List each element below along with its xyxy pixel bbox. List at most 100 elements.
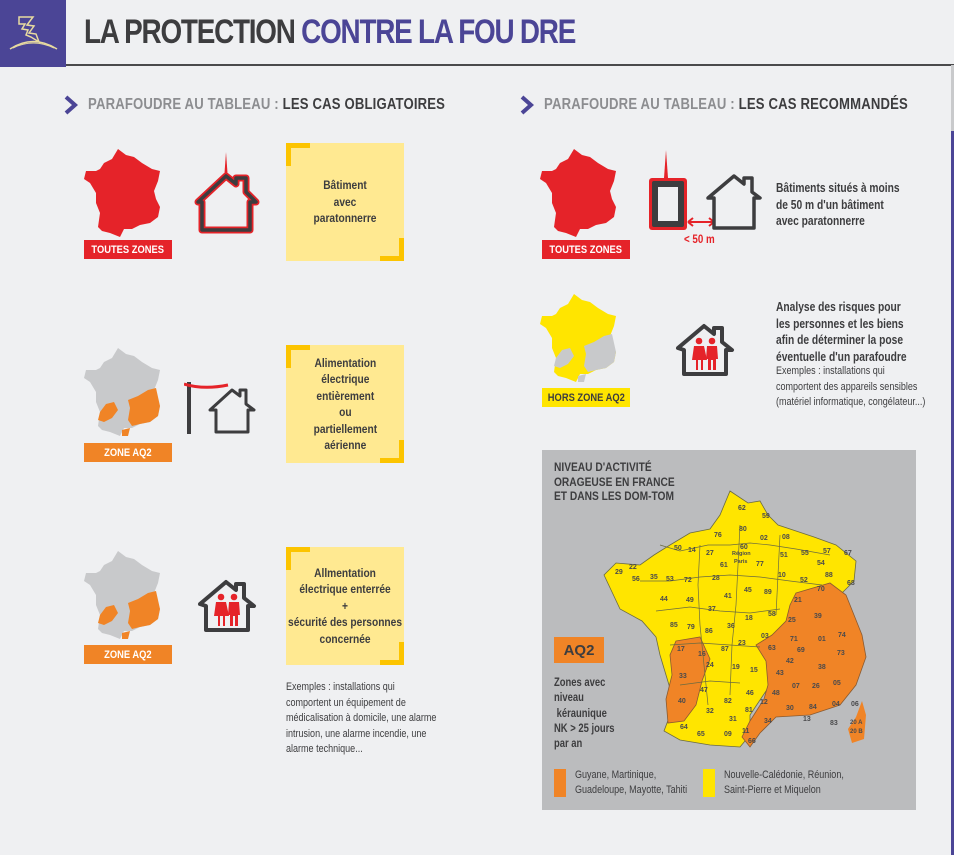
- svg-text:16: 16: [698, 651, 706, 658]
- zone-badge: ZONE AQ2: [84, 443, 172, 462]
- svg-text:43: 43: [776, 670, 784, 677]
- svg-text:74: 74: [838, 632, 846, 639]
- examples-text: Exemples : installations qui comportent …: [776, 365, 926, 408]
- svg-text:60: 60: [740, 544, 748, 551]
- france-departments-map: 62 59 80 02 08 76 60 50 14 27 Région Paris 77 51 55…: [603, 490, 867, 748]
- svg-text:67: 67: [844, 550, 852, 557]
- france-map-aq2-icon: [84, 551, 160, 639]
- svg-text:69: 69: [797, 647, 805, 654]
- zone-badge: HORS ZONE AQ2: [542, 388, 630, 407]
- svg-text:33: 33: [679, 673, 687, 680]
- svg-text:65: 65: [697, 731, 705, 738]
- overhead-power-line-house-icon: [184, 382, 256, 434]
- svg-text:22: 22: [629, 564, 637, 571]
- lightning-icon: [9, 16, 58, 50]
- svg-text:25: 25: [788, 617, 796, 624]
- svg-text:46: 46: [746, 690, 754, 697]
- svg-text:86: 86: [705, 628, 713, 635]
- svg-text:36: 36: [727, 623, 735, 630]
- svg-text:40: 40: [678, 698, 686, 705]
- legend-swatch-orange: [554, 769, 566, 797]
- svg-text:61: 61: [720, 562, 728, 569]
- legend-text-orange: Guyane, Martinique, Guadeloupe, Mayotte,…: [575, 769, 688, 796]
- svg-text:83: 83: [830, 720, 838, 727]
- legend-swatch-yellow: [703, 769, 715, 797]
- svg-text:77: 77: [756, 561, 764, 568]
- zone-badge: TOUTES ZONES: [542, 240, 630, 259]
- zone-badge: TOUTES ZONES: [84, 240, 172, 259]
- svg-text:08: 08: [782, 534, 790, 541]
- svg-text:73: 73: [837, 650, 845, 657]
- svg-text:84: 84: [809, 704, 817, 711]
- section-heading-mandatory: PARAFOUDRE AU TABLEAU : LES CAS OBLIGATO…: [88, 96, 445, 114]
- svg-text:71: 71: [790, 636, 798, 643]
- svg-text:56: 56: [632, 576, 640, 583]
- case-text: Bâtiments situés à moins de 50 m d'un bâ…: [776, 181, 900, 228]
- heading-main: LES CAS OBLIGATOIRES: [282, 96, 446, 113]
- svg-text:59: 59: [762, 513, 770, 520]
- svg-text:79: 79: [687, 624, 695, 631]
- svg-text:13: 13: [803, 716, 811, 723]
- svg-text:28: 28: [712, 575, 720, 582]
- zone-badge: ZONE AQ2: [84, 645, 172, 664]
- page-title: LA PROTECTION CONTRE LA FOU DRE: [84, 10, 576, 54]
- heading-main: LES CAS RECOMMANDÉS: [738, 96, 908, 113]
- svg-text:37: 37: [708, 606, 716, 613]
- svg-text:20 A: 20 A: [850, 720, 863, 726]
- svg-text:51: 51: [780, 552, 788, 559]
- heading-prefix: PARAFOUDRE AU TABLEAU :: [544, 96, 735, 113]
- svg-text:45: 45: [744, 587, 752, 594]
- svg-text:27: 27: [706, 550, 714, 557]
- france-map-aq2-icon: [84, 348, 160, 436]
- svg-text:38: 38: [818, 664, 826, 671]
- svg-text:53: 53: [666, 576, 674, 583]
- svg-text:23: 23: [738, 640, 746, 647]
- svg-text:03: 03: [761, 633, 769, 640]
- svg-text:31: 31: [729, 716, 737, 723]
- svg-text:41: 41: [724, 593, 732, 600]
- svg-text:02: 02: [760, 535, 768, 542]
- svg-text:Paris: Paris: [734, 559, 747, 565]
- svg-text:50: 50: [674, 545, 682, 552]
- aq2-description: Zones avec niveau kéraunique NK > 25 jou…: [554, 677, 615, 751]
- svg-text:19: 19: [732, 664, 740, 671]
- svg-text:11: 11: [742, 728, 750, 735]
- distance-label: < 50 m: [684, 234, 715, 246]
- svg-text:07: 07: [792, 683, 800, 690]
- title-rule: [66, 64, 954, 66]
- case-note-2: Alimentation électrique entièrement ou p…: [286, 345, 404, 463]
- svg-text:15: 15: [750, 667, 758, 674]
- svg-text:68: 68: [847, 580, 855, 587]
- svg-text:72: 72: [684, 577, 692, 584]
- svg-text:26: 26: [812, 683, 820, 690]
- svg-text:Région: Région: [732, 551, 751, 557]
- aq2-label: AQ2: [554, 637, 604, 663]
- svg-text:48: 48: [772, 690, 780, 697]
- svg-text:81: 81: [745, 707, 753, 714]
- svg-text:63: 63: [768, 645, 776, 652]
- svg-text:05: 05: [833, 680, 841, 687]
- section-heading-recommended: PARAFOUDRE AU TABLEAU : LES CAS RECOMMAN…: [544, 96, 908, 114]
- svg-text:82: 82: [724, 698, 732, 705]
- svg-text:70: 70: [817, 586, 825, 593]
- svg-text:57: 57: [823, 548, 831, 555]
- right-edge-accent: [951, 131, 954, 855]
- svg-text:09: 09: [724, 731, 732, 738]
- title-part-2: CONTRE LA FOU DRE: [301, 13, 576, 51]
- svg-text:76: 76: [714, 532, 722, 539]
- svg-text:64: 64: [680, 724, 688, 731]
- svg-text:42: 42: [786, 658, 794, 665]
- case-text: Analyse des risques pour les personnes e…: [776, 300, 907, 364]
- map-title: NIVEAU D'ACTIVITÉ ORAGEUSE EN FRANCE ET …: [554, 460, 675, 503]
- svg-text:88: 88: [825, 572, 833, 579]
- svg-text:21: 21: [794, 597, 802, 604]
- case-note-1: Bâtiment avec paratonnerre: [286, 143, 404, 261]
- svg-text:58: 58: [768, 611, 776, 618]
- svg-text:87: 87: [721, 646, 729, 653]
- building-near-house-icon: [649, 150, 762, 230]
- svg-text:54: 54: [817, 560, 825, 567]
- svg-text:10: 10: [778, 572, 786, 579]
- svg-text:29: 29: [615, 569, 623, 576]
- svg-text:17: 17: [677, 646, 685, 653]
- heading-prefix: PARAFOUDRE AU TABLEAU :: [88, 96, 279, 113]
